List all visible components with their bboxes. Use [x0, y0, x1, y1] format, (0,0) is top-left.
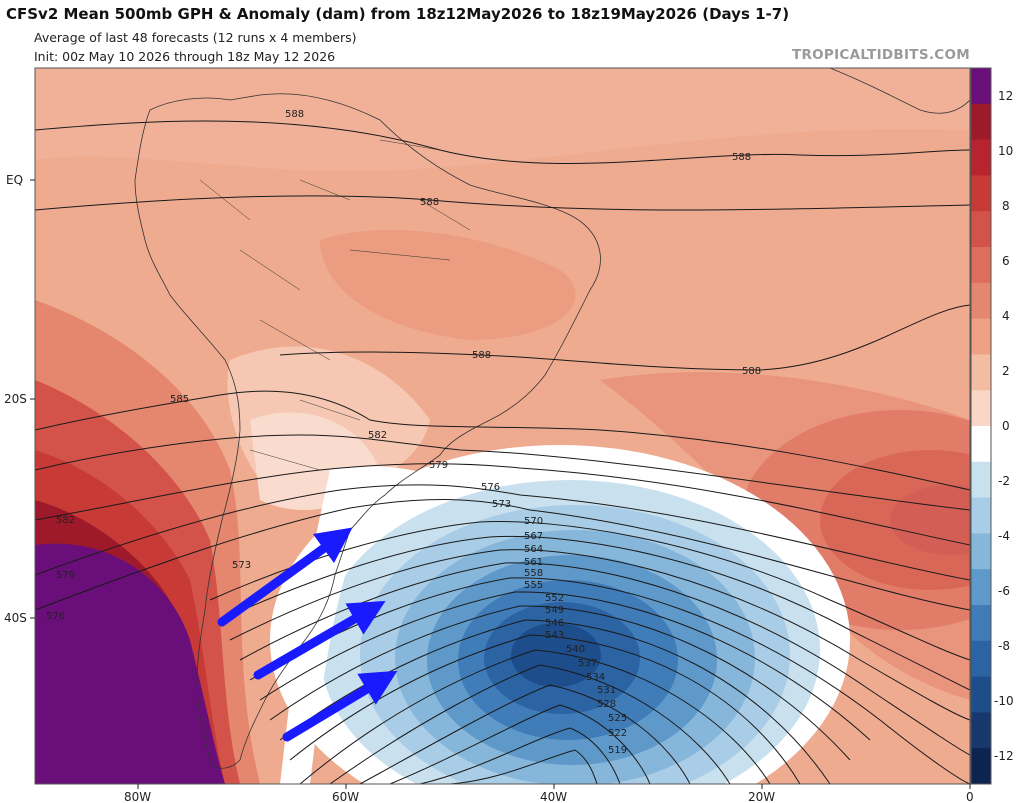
colorbar-swatch [971, 175, 991, 212]
subtitle: Average of last 48 forecasts (12 runs x … [34, 30, 357, 45]
contour-label: 588 [285, 109, 304, 120]
contour-label: 588 [742, 366, 761, 377]
colorbar-label: -10 [994, 694, 1014, 708]
contour-label: 573 [492, 499, 511, 510]
contour-label: 543 [545, 630, 564, 641]
contour-label: 519 [608, 745, 627, 756]
colorbar-swatch [971, 461, 991, 499]
colorbar-swatch [971, 640, 991, 678]
colorbar-label: -8 [998, 639, 1010, 653]
header: CFSv2 Mean 500mb GPH & Anomaly (dam) fro… [0, 0, 1024, 68]
colorbar [970, 67, 992, 785]
latitude-axis: EQ 20S 40S [4, 173, 35, 625]
lon-label: 0 [966, 790, 974, 803]
contour-label: 585 [170, 394, 189, 405]
south-america-outline [134, 93, 601, 769]
contour-label: 534 [586, 672, 605, 683]
lon-label: 20W [748, 790, 775, 803]
arrow-2 [253, 600, 386, 680]
lat-label: 40S [4, 611, 27, 625]
contour-label: 546 [545, 618, 564, 629]
colorbar-label: 6 [1002, 254, 1010, 268]
contour-label: 555 [524, 580, 543, 591]
lon-label: 80W [124, 790, 151, 803]
contour-label: 528 [597, 699, 616, 710]
colorbar-label: 0 [1002, 419, 1010, 433]
contour-label: 531 [597, 685, 616, 696]
contour-label: 582 [56, 515, 75, 526]
contour-label: 525 [608, 713, 627, 724]
contour-label: 579 [429, 460, 448, 471]
lat-label: 20S [4, 392, 27, 406]
contour-label: 576 [481, 482, 500, 493]
colorbar-swatch [971, 318, 991, 355]
colorbar-label: 12 [998, 89, 1013, 103]
contour-labels: 588 588 588 588 588 585 582 582 579 579 … [46, 109, 761, 756]
colorbar-swatch [971, 426, 991, 463]
colorbar-swatch [971, 139, 991, 176]
anomaly-field [35, 68, 970, 784]
init-subtitle: Init: 00z May 10 2026 through 18z May 12… [34, 49, 336, 64]
contour-label: 582 [368, 430, 387, 441]
arrow-1 [217, 527, 353, 627]
colorbar-frame [970, 67, 992, 785]
contour-label: 588 [420, 197, 439, 208]
colorbar-label: 8 [1002, 199, 1010, 213]
colorbar-swatch [971, 282, 991, 320]
colorbar-swatch [971, 533, 991, 570]
colorbar-labels: 12 10 8 6 4 2 0 -2 -4 -6 -8 -10 -12 [994, 89, 1014, 763]
coastlines [134, 68, 970, 769]
colorbar-label: -12 [994, 749, 1014, 763]
wind-arrows [217, 527, 398, 742]
colorbar-swatch [971, 354, 991, 391]
map-frame [34, 67, 971, 785]
contour-label: 537 [578, 658, 597, 669]
contour-label: 567 [524, 531, 543, 542]
colorbar-swatch [971, 390, 991, 427]
africa-outline [829, 68, 970, 114]
contour-label: 564 [524, 544, 543, 555]
colorbar-label: 4 [1002, 309, 1010, 323]
contour-label: 588 [472, 350, 491, 361]
contour-label: 579 [56, 570, 75, 581]
lat-label: EQ [6, 173, 23, 187]
colorbar-swatch [971, 497, 991, 534]
colorbar-swatch [971, 103, 991, 141]
contour-label: 549 [545, 605, 564, 616]
colorbar-swatch [971, 569, 991, 606]
contour-label: 573 [232, 560, 251, 571]
contour-label: 570 [524, 516, 543, 527]
height-contours [35, 120, 970, 784]
colorbar-swatch [971, 748, 991, 785]
colorbar-label: -2 [998, 474, 1010, 488]
contour-label: 561 [524, 557, 543, 568]
contour-label: 552 [545, 593, 564, 604]
contour-label: 588 [732, 152, 751, 163]
contour-label: 558 [524, 568, 543, 579]
colorbar-label: 2 [1002, 364, 1010, 378]
contour-label: 522 [608, 728, 627, 739]
lon-label: 40W [540, 790, 567, 803]
colorbar-swatch [971, 68, 991, 105]
colorbar-label: -4 [998, 529, 1010, 543]
page-title: CFSv2 Mean 500mb GPH & Anomaly (dam) fro… [6, 5, 790, 23]
contour-label: 540 [566, 644, 585, 655]
arrow-3 [282, 670, 398, 742]
colorbar-swatch [971, 247, 991, 284]
colorbar-swatch [971, 211, 991, 248]
colorbar-label: -6 [998, 584, 1010, 598]
contour-label: 576 [46, 611, 65, 622]
colorbar-swatch [971, 676, 991, 713]
credit-watermark: TROPICALTIDBITS.COM [791, 47, 970, 63]
longitude-axis: 80W 60W 40W 20W 0 [124, 784, 974, 803]
lon-label: 60W [332, 790, 359, 803]
colorbar-label: 10 [998, 144, 1013, 158]
colorbar-swatch [971, 712, 991, 749]
colorbar-swatch [971, 605, 991, 642]
